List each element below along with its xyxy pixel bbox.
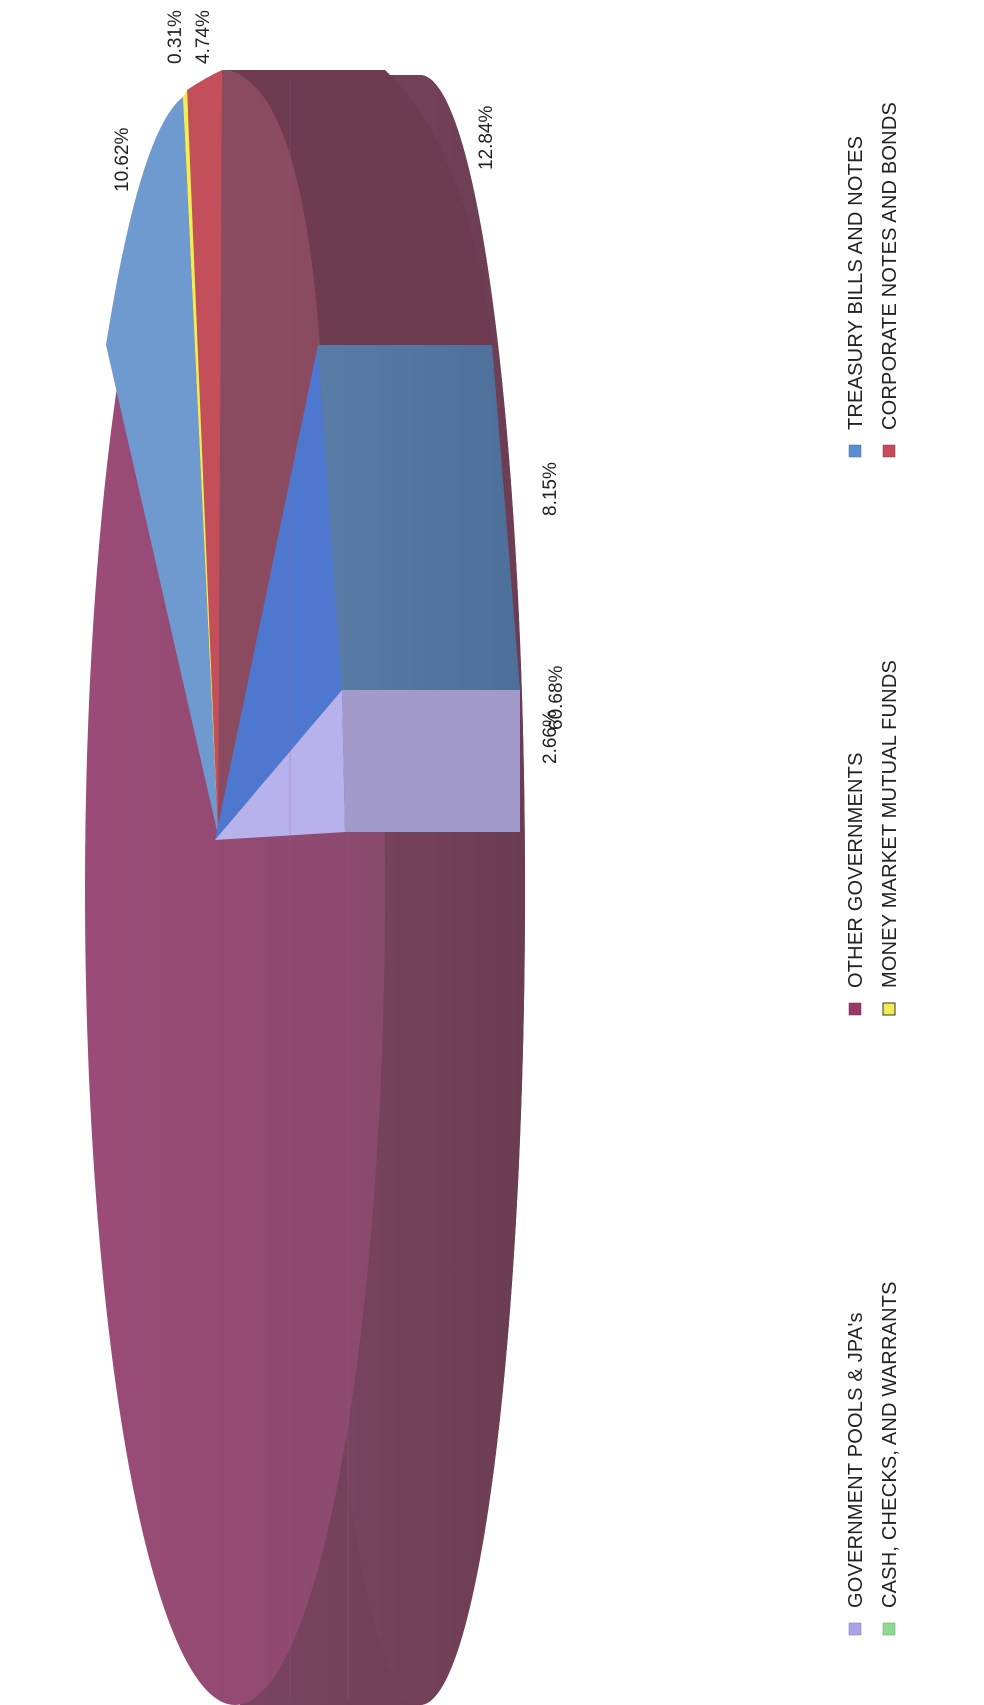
pie-slices	[106, 70, 320, 835]
slice-2-66-side	[342, 690, 520, 832]
legend-swatch-other-gov	[848, 1002, 862, 1016]
exploded-wedge	[215, 345, 520, 840]
side-12-84	[222, 70, 492, 345]
label-2-66: 2.66%	[540, 710, 561, 764]
legend-label-gov-pools: GOVERNMENT POOLS & JPA's	[845, 1312, 867, 1608]
legend-label-money-market: MONEY MARKET MUTUAL FUNDS	[879, 660, 901, 988]
legend-swatch-corporate	[882, 444, 896, 458]
slice-12-84	[218, 70, 320, 835]
slice-8-15-top	[215, 345, 342, 840]
slice-8-15-side	[318, 345, 520, 690]
legend-label-corporate: CORPORATE NOTES AND BONDS	[879, 102, 901, 430]
slice-10-62	[106, 97, 218, 835]
legend-swatch-cash	[882, 1622, 896, 1636]
legend-label-cash: CASH, CHECKS, AND WARRANTS	[879, 1281, 901, 1608]
legend-label-treasury: TREASURY BILLS AND NOTES	[845, 136, 867, 430]
pie-side-slices	[222, 70, 492, 345]
legend-swatch-gov-pools	[848, 1622, 862, 1636]
label-12-84: 12.84%	[476, 105, 497, 170]
legend-label-other-gov: OTHER GOVERNMENTS	[845, 752, 867, 988]
label-0-31: 0.31%	[165, 10, 186, 64]
data-labels: 0.31% 4.74% 10.62% 12.84% 60.68% 8.15% 2…	[112, 10, 567, 764]
slice-2-66-top	[215, 690, 345, 840]
label-10-62: 10.62%	[112, 127, 133, 192]
legend-swatch-money-market	[882, 1002, 896, 1016]
slice-4-74	[187, 70, 222, 835]
legend: TREASURY BILLS AND NOTES CORPORATE NOTES…	[845, 102, 901, 1636]
slice-0-31	[183, 90, 218, 835]
label-4-74: 4.74%	[193, 10, 214, 64]
label-8-15: 8.15%	[540, 462, 561, 516]
pie-crease-lines	[289, 80, 349, 1700]
label-60-68: 60.68%	[546, 665, 567, 730]
legend-swatch-treasury	[848, 444, 862, 458]
